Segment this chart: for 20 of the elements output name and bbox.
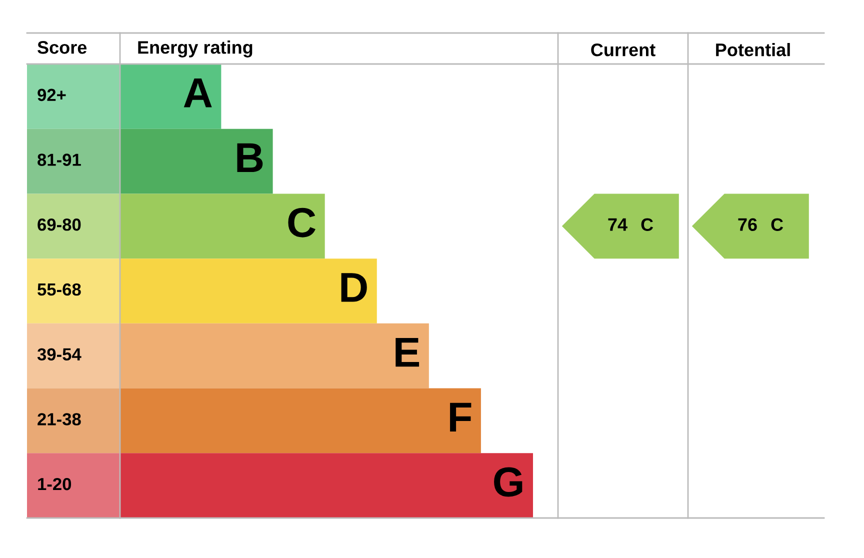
text: 81-91 xyxy=(38,154,81,166)
text: 55-68 xyxy=(38,283,81,296)
text: 92+ xyxy=(38,88,66,102)
text: 69-80 xyxy=(38,218,81,231)
y-tick-label: B xyxy=(237,143,263,172)
annotation: Energy rating xyxy=(138,40,252,58)
y-tick-label: A xyxy=(184,78,212,108)
y-tick-label: F xyxy=(450,402,472,432)
text: 39-54 xyxy=(37,348,82,361)
data-label: 76 xyxy=(738,218,757,231)
data-label: 74 xyxy=(608,218,628,231)
text: 1-20 xyxy=(38,478,72,490)
text: Score xyxy=(38,41,87,54)
y-tick-label: G xyxy=(494,467,522,497)
y-tick-label: E xyxy=(396,338,420,367)
x-tick-label: Potential xyxy=(716,43,790,56)
category-label: C xyxy=(641,218,654,231)
text: 21-38 xyxy=(38,413,81,426)
x-tick-label: Current xyxy=(591,43,656,56)
y-tick-label: D xyxy=(341,273,367,302)
